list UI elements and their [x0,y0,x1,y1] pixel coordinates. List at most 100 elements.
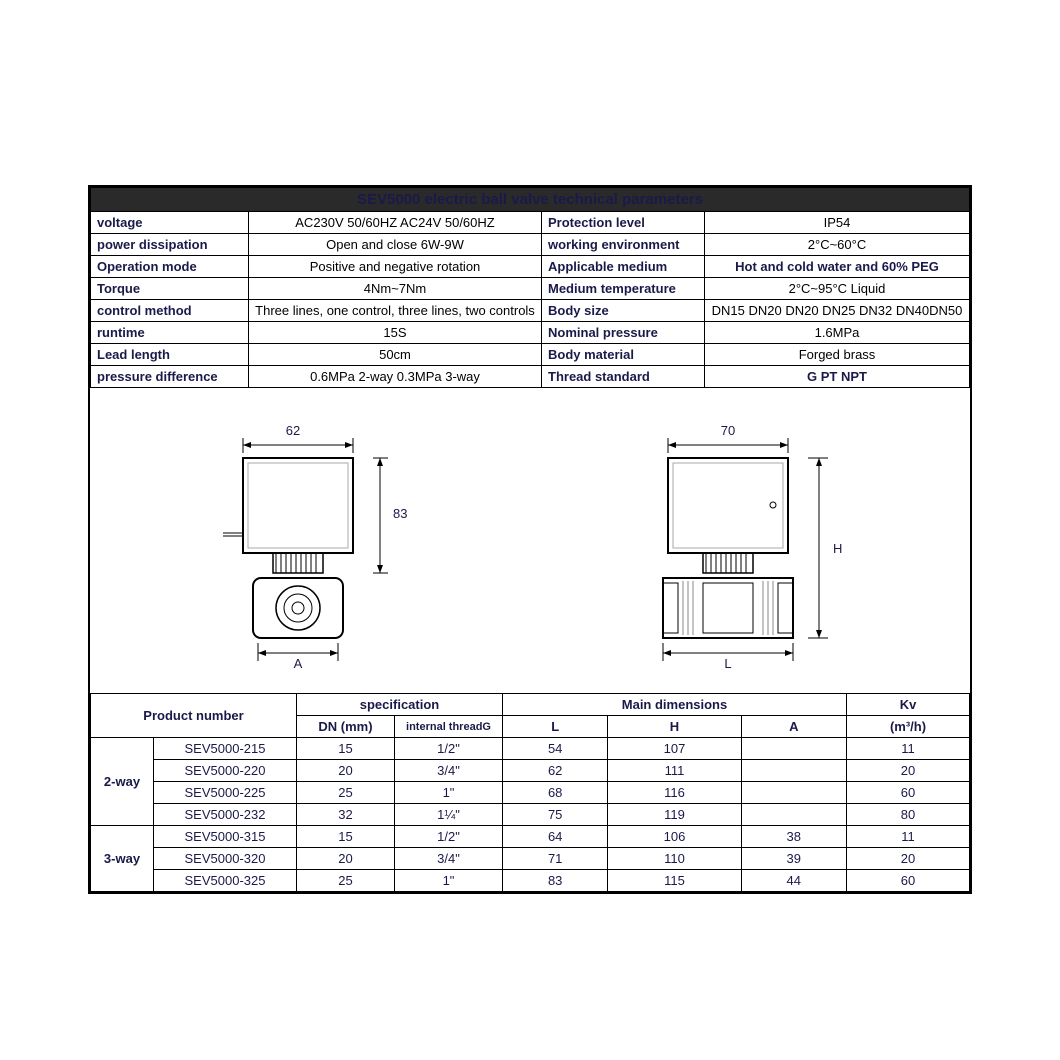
header-product: Product number [91,694,297,738]
dim-label: L [724,656,731,671]
param-value: Open and close 6W-9W [249,234,542,256]
cell-H: 106 [608,826,741,848]
cell-L: 75 [503,804,608,826]
dim-label: 70 [720,423,734,438]
dim-label: H [833,541,842,556]
parameters-table: SEV5000 electric ball valve technical pa… [90,187,970,388]
header-dn: DN (mm) [297,716,395,738]
cell-kv: 11 [847,826,970,848]
param-label: Applicable medium [542,256,705,278]
cell-dn: 20 [297,848,395,870]
header-kv-unit: (m³/h) [847,716,970,738]
cell-dn: 25 [297,870,395,892]
cell-pn: SEV5000-325 [154,870,297,892]
cell-dn: 15 [297,826,395,848]
cell-L: 64 [503,826,608,848]
param-label: Protection level [542,212,705,234]
param-value: 15S [249,322,542,344]
param-value: Positive and negative rotation [249,256,542,278]
cell-thread: 1/2" [395,826,503,848]
cell-pn: SEV5000-232 [154,804,297,826]
cell-L: 54 [503,738,608,760]
param-value: 50cm [249,344,542,366]
header-main: Main dimensions [503,694,847,716]
cell-thread: 1" [395,782,503,804]
cell-thread: 3/4" [395,760,503,782]
cell-kv: 20 [847,848,970,870]
diagrams-row: 62 83 [90,388,970,693]
param-label: Thread standard [542,366,705,388]
param-value: DN15 DN20 DN20 DN25 DN32 DN40DN50 [705,300,970,322]
param-label: control method [91,300,249,322]
param-value: Forged brass [705,344,970,366]
cell-H: 107 [608,738,741,760]
cell-L: 62 [503,760,608,782]
cell-A [741,738,846,760]
cell-pn: SEV5000-220 [154,760,297,782]
cell-dn: 32 [297,804,395,826]
cell-H: 110 [608,848,741,870]
cell-thread: 3/4" [395,848,503,870]
param-label: Torque [91,278,249,300]
param-value: Three lines, one control, three lines, t… [249,300,542,322]
param-value: 2°C~95°C Liquid [705,278,970,300]
cell-thread: 1/2" [395,738,503,760]
cell-kv: 20 [847,760,970,782]
cell-kv: 80 [847,804,970,826]
param-value: IP54 [705,212,970,234]
cell-L: 68 [503,782,608,804]
cell-thread: 1" [395,870,503,892]
cell-kv: 60 [847,870,970,892]
cell-dn: 15 [297,738,395,760]
param-value: 0.6MPa 2-way 0.3MPa 3-way [249,366,542,388]
dim-label: 83 [393,506,407,521]
cell-H: 119 [608,804,741,826]
cell-pn: SEV5000-225 [154,782,297,804]
cell-A: 39 [741,848,846,870]
param-label: Lead length [91,344,249,366]
param-label: Medium temperature [542,278,705,300]
cell-A [741,804,846,826]
cell-A: 38 [741,826,846,848]
param-label: working environment [542,234,705,256]
front-view-diagram: 62 83 [198,413,418,673]
param-value: 4Nm~7Nm [249,278,542,300]
param-label: voltage [91,212,249,234]
cell-dn: 25 [297,782,395,804]
dim-label: A [293,656,302,671]
cell-kv: 11 [847,738,970,760]
param-label: Operation mode [91,256,249,278]
param-label: runtime [91,322,249,344]
param-label: pressure difference [91,366,249,388]
param-value: 2°C~60°C [705,234,970,256]
header-kv: Kv [847,694,970,716]
datasheet-page: SEV5000 electric ball valve technical pa… [88,185,972,894]
param-value: G PT NPT [705,366,970,388]
cell-pn: SEV5000-320 [154,848,297,870]
cell-dn: 20 [297,760,395,782]
param-label: Body size [542,300,705,322]
header-spec: specification [297,694,503,716]
side-view-diagram: 70 H [633,413,863,673]
param-value: 1.6MPa [705,322,970,344]
cell-H: 116 [608,782,741,804]
header-H: H [608,716,741,738]
param-value: Hot and cold water and 60% PEG [705,256,970,278]
cell-thread: 1¼" [395,804,503,826]
param-label: Nominal pressure [542,322,705,344]
param-label: power dissipation [91,234,249,256]
cell-A [741,782,846,804]
param-label: Body material [542,344,705,366]
header-L: L [503,716,608,738]
cell-H: 111 [608,760,741,782]
cell-L: 71 [503,848,608,870]
header-A: A [741,716,846,738]
header-thread: internal threadG [395,716,503,738]
cell-kv: 60 [847,782,970,804]
group-label: 3-way [91,826,154,892]
cell-pn: SEV5000-315 [154,826,297,848]
cell-H: 115 [608,870,741,892]
dim-label: 62 [285,423,299,438]
parameters-title: SEV5000 electric ball valve technical pa… [91,188,970,212]
param-value: AC230V 50/60HZ AC24V 50/60HZ [249,212,542,234]
